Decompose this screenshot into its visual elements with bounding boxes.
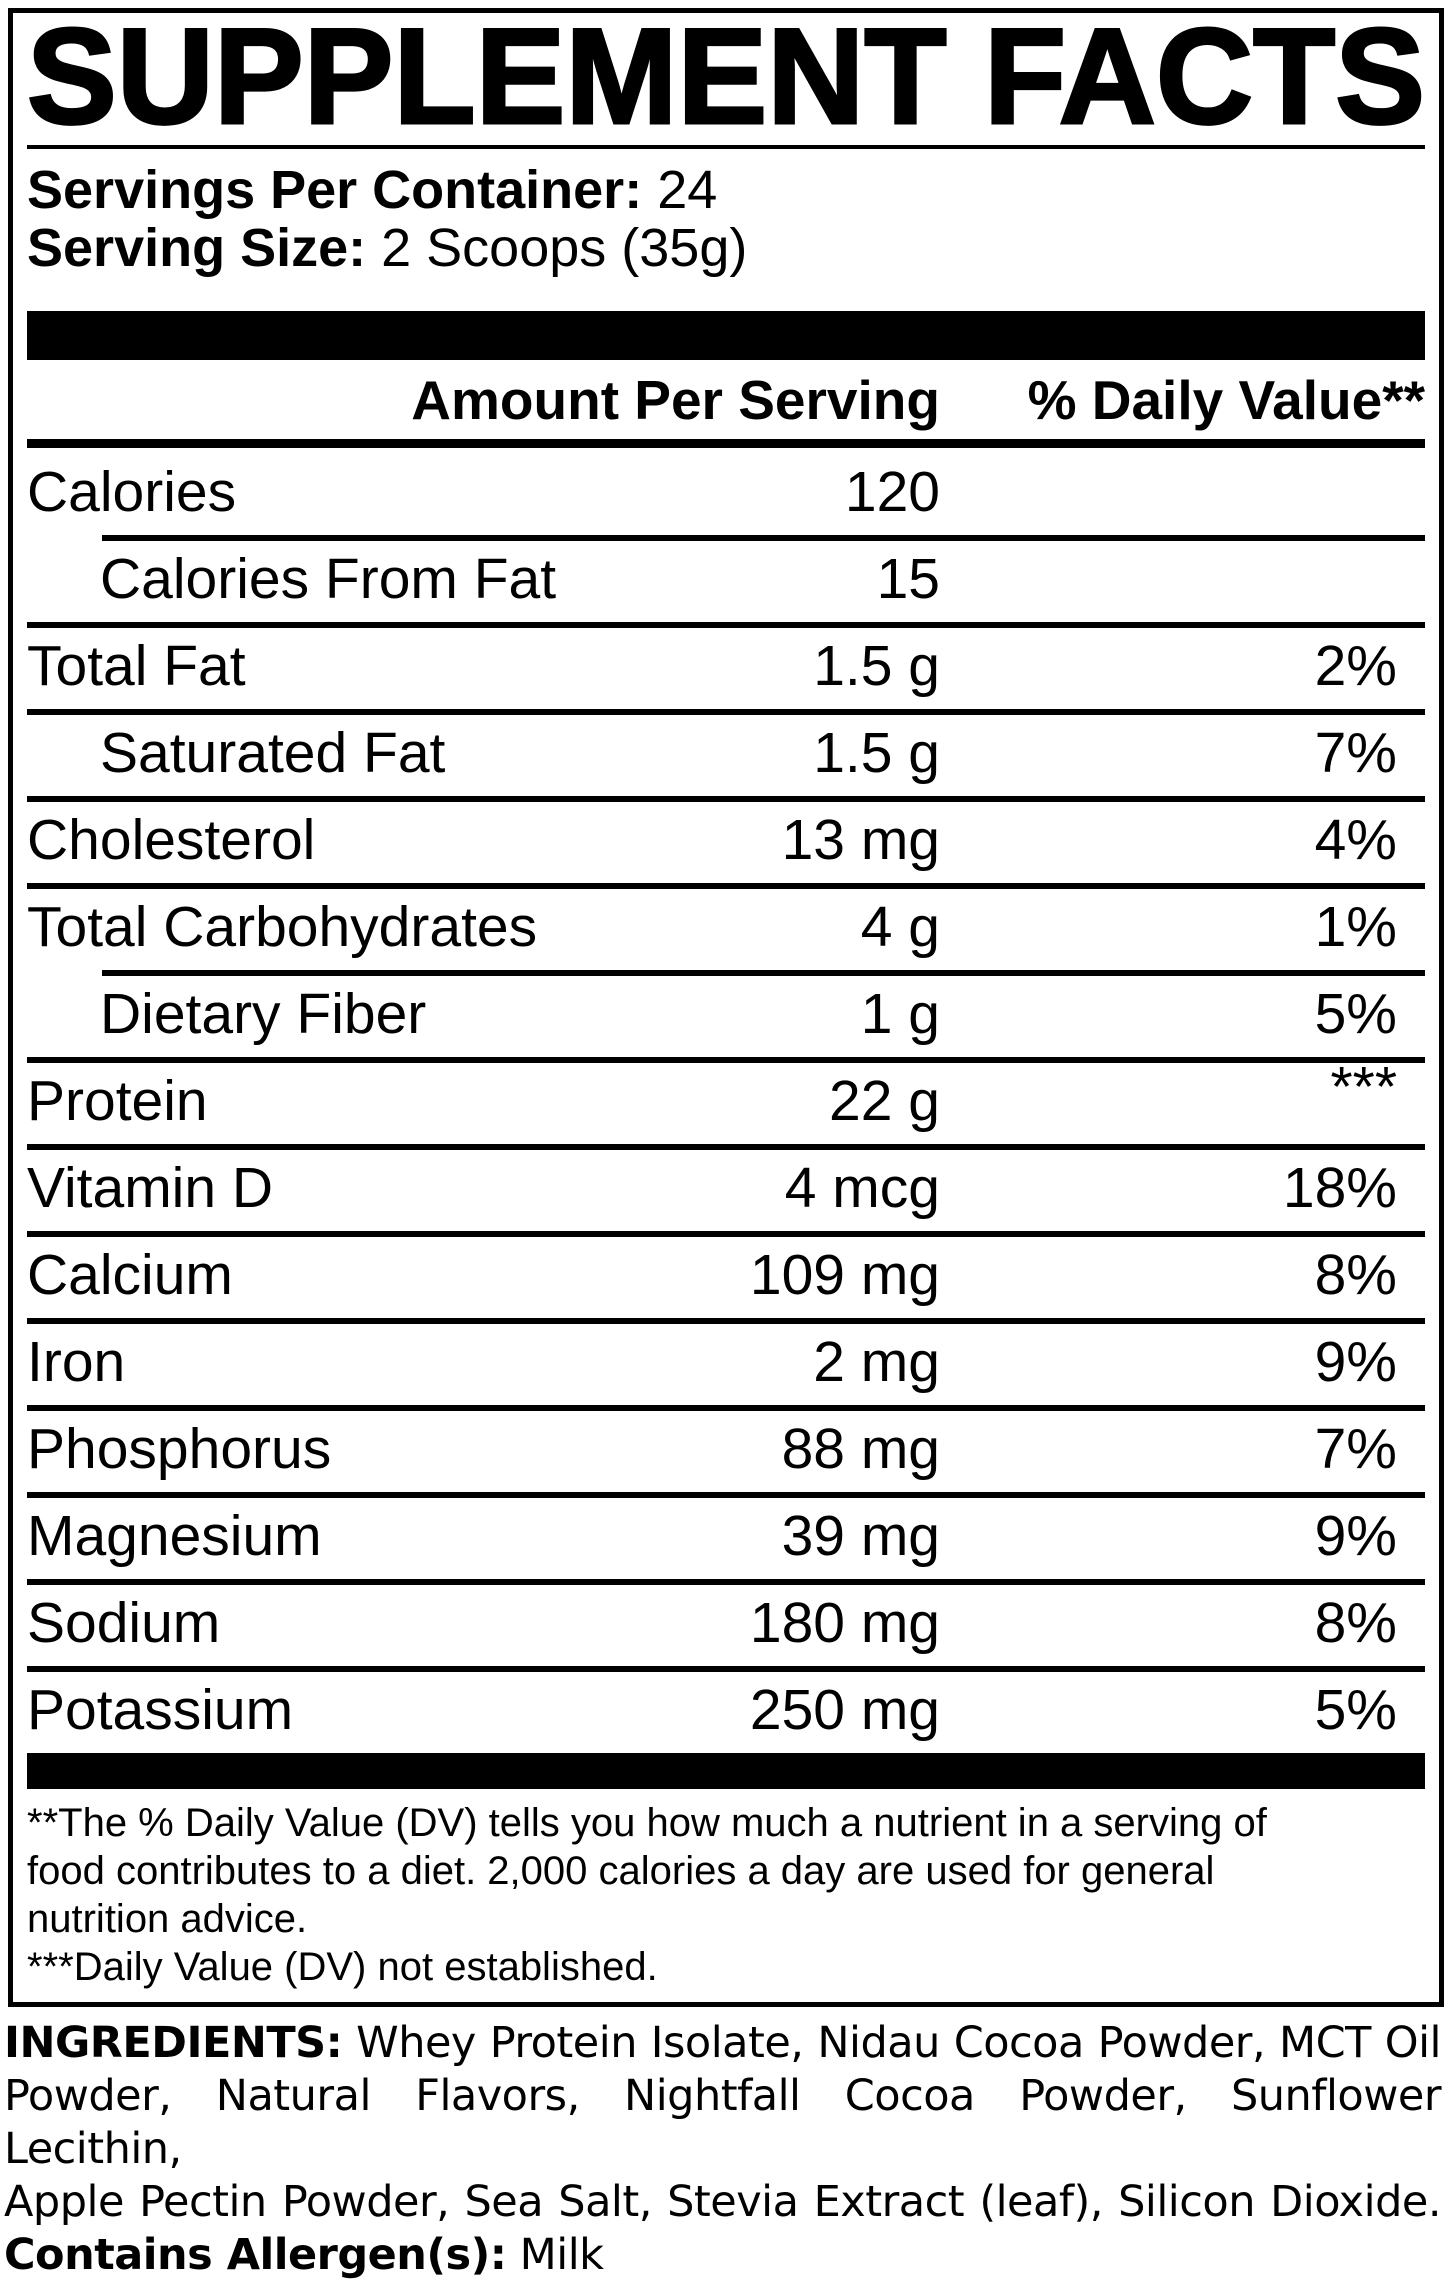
nutrient-label: Protein <box>27 1068 208 1133</box>
table-row-phosphorus: Phosphorus 88 mg 7% <box>27 1405 1425 1492</box>
nutrient-dv: 7% <box>1314 720 1397 785</box>
serving-size-label: Serving Size: <box>27 218 367 278</box>
nutrient-dv: 2% <box>1314 633 1397 698</box>
allergen-label: Contains Allergen(s): <box>4 2230 507 2280</box>
title-divider <box>27 145 1425 149</box>
nutrient-label: Total Carbohydrates <box>27 894 538 959</box>
ingredients-section: INGREDIENTS: Whey Protein Isolate, Nidau… <box>4 2017 1442 2282</box>
table-row-sodium: Sodium 180 mg 8% <box>27 1579 1425 1666</box>
serving-size-line: Serving Size: 2 Scoops (35g) <box>27 219 1425 277</box>
nutrient-dv: 5% <box>1314 1677 1397 1742</box>
table-row-magnesium: Magnesium 39 mg 9% <box>27 1492 1425 1579</box>
thick-separator-bar-top <box>27 311 1425 360</box>
table-row-protein: Protein 22 g *** <box>27 1057 1425 1144</box>
nutrient-label: Iron <box>27 1329 126 1394</box>
table-row-vitamin-d: Vitamin D 4 mcg 18% <box>27 1144 1425 1231</box>
footnote-dv-line-1: **The % Daily Value (DV) tells you how m… <box>27 1801 1267 1845</box>
nutrient-label: Cholesterol <box>27 807 316 872</box>
nutrient-label: Calories From Fat <box>100 546 557 611</box>
table-row-saturated-fat: Saturated Fat 1.5 g 7% <box>27 709 1425 796</box>
nutrient-dv: 9% <box>1314 1503 1397 1568</box>
servings-per-container-value: 24 <box>657 160 718 220</box>
footnotes: **The % Daily Value (DV) tells you how m… <box>27 1789 1425 1991</box>
nutrient-amount: 120 <box>844 459 940 524</box>
serving-size-value: 2 Scoops (35g) <box>381 218 748 278</box>
nutrient-label: Calcium <box>27 1242 233 1307</box>
nutrient-label: Saturated Fat <box>100 720 446 785</box>
footnote-dv-line-3: nutrition advice. <box>27 1897 308 1941</box>
nutrient-amount: 4 mcg <box>784 1155 940 1220</box>
table-row-cholesterol: Cholesterol 13 mg 4% <box>27 796 1425 883</box>
table-row-iron: Iron 2 mg 9% <box>27 1318 1425 1405</box>
servings-per-container-line: Servings Per Container: 24 <box>27 161 1425 219</box>
supplement-facts-panel: SUPPLEMENT FACTS Servings Per Container:… <box>8 8 1444 2007</box>
nutrient-amount: 1.5 g <box>813 633 940 698</box>
ingredients-line-2: Powder, Natural Flavors, Nightfall Cocoa… <box>4 2071 1442 2174</box>
ingredients-label: INGREDIENTS: <box>4 2018 343 2068</box>
nutrient-label: Vitamin D <box>27 1155 274 1220</box>
nutrient-amount: 2 mg <box>813 1329 940 1394</box>
table-header-row: Amount Per Serving % Daily Value** <box>27 360 1425 439</box>
nutrient-label: Dietary Fiber <box>100 981 427 1046</box>
nutrient-amount: 109 mg <box>749 1242 940 1307</box>
nutrient-amount: 1 g <box>860 981 940 1046</box>
nutrient-label: Phosphorus <box>27 1416 332 1481</box>
nutrient-dv: 5% <box>1314 981 1397 1046</box>
header-divider <box>27 439 1425 448</box>
table-row-calories: Calories 120 <box>27 448 1425 535</box>
nutrient-label: Sodium <box>27 1590 221 1655</box>
nutrient-dv: 9% <box>1314 1329 1397 1394</box>
nutrient-amount: 180 mg <box>749 1590 940 1655</box>
table-row-dietary-fiber: Dietary Fiber 1 g 5% <box>27 970 1425 1057</box>
panel-title: SUPPLEMENT FACTS <box>27 13 1425 145</box>
nutrient-amount: 250 mg <box>749 1677 940 1742</box>
nutrient-amount: 1.5 g <box>813 720 940 785</box>
table-row-total-carbohydrates: Total Carbohydrates 4 g 1% <box>27 883 1425 970</box>
nutrient-dv: 4% <box>1314 807 1397 872</box>
nutrient-label: Potassium <box>27 1677 294 1742</box>
ingredients-line-1: INGREDIENTS: Whey Protein Isolate, Nidau… <box>4 2017 1441 2070</box>
nutrient-amount: 15 <box>876 546 940 611</box>
table-row-calories-from-fat: Calories From Fat 15 <box>27 535 1425 622</box>
nutrient-dv: *** <box>1330 1055 1397 1119</box>
nutrient-dv: 8% <box>1314 1242 1397 1307</box>
nutrient-dv: 18% <box>1282 1155 1397 1220</box>
nutrient-amount: 4 g <box>860 894 940 959</box>
nutrient-label: Magnesium <box>27 1503 322 1568</box>
ingredients-text-1: Whey Protein Isolate, Nidau Cocoa Powder… <box>342 2018 1441 2068</box>
ingredients-line-3: Apple Pectin Powder, Sea Salt, Stevia Ex… <box>4 2177 1442 2227</box>
allergen-value: Milk <box>506 2230 604 2280</box>
thick-separator-bar-bottom <box>27 1753 1425 1789</box>
nutrient-amount: 39 mg <box>781 1503 940 1568</box>
nutrient-amount: 88 mg <box>781 1416 940 1481</box>
servings-per-container-label: Servings Per Container: <box>27 160 643 220</box>
nutrient-amount: 22 g <box>829 1068 940 1133</box>
panel-title-text: SUPPLEMENT FACTS <box>27 13 1425 145</box>
nutrient-dv: 8% <box>1314 1590 1397 1655</box>
footnote-dv-line-2: food contributes to a diet. 2,000 calori… <box>27 1849 1215 1893</box>
nutrient-label: Total Fat <box>27 633 246 698</box>
table-row-potassium: Potassium 250 mg 5% <box>27 1666 1425 1753</box>
nutrient-amount: 13 mg <box>781 807 940 872</box>
allergen-line: Contains Allergen(s): Milk <box>4 2229 1441 2282</box>
table-row-calcium: Calcium 109 mg 8% <box>27 1231 1425 1318</box>
daily-value-header: % Daily Value** <box>1027 368 1425 431</box>
panel-title-wrap: SUPPLEMENT FACTS <box>27 13 1425 145</box>
footnote-not-established: ***Daily Value (DV) not established. <box>27 1945 658 1989</box>
nutrient-dv: 7% <box>1314 1416 1397 1481</box>
table-row-total-fat: Total Fat 1.5 g 2% <box>27 622 1425 709</box>
nutrient-dv: 1% <box>1314 894 1397 959</box>
amount-per-serving-header: Amount Per Serving <box>411 368 940 431</box>
nutrient-label: Calories <box>27 459 237 524</box>
